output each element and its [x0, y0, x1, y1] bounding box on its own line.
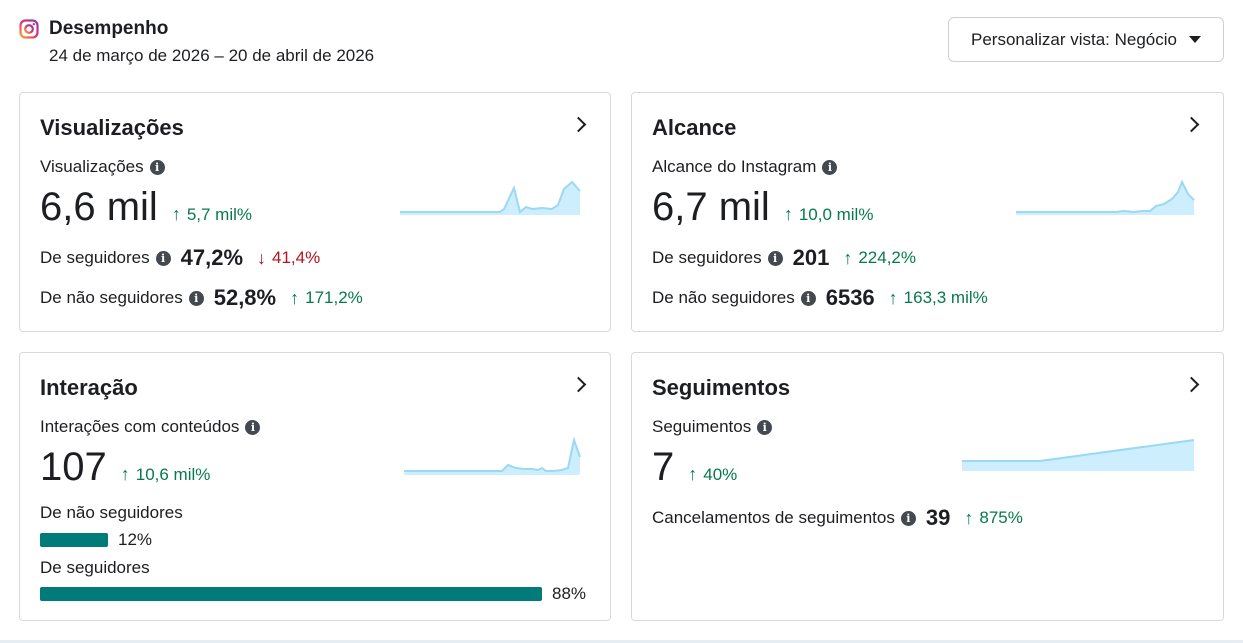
metric-label: Visualizações i	[40, 157, 165, 177]
arrow-up-icon: ↑	[783, 204, 793, 224]
arrow-up-icon: ↑	[888, 287, 898, 308]
row-value: 47,2%	[180, 245, 244, 270]
info-icon[interactable]: i	[822, 159, 838, 175]
row-delta-text: 875%	[979, 508, 1023, 527]
metric-delta-text: 10,0 mil%	[798, 204, 874, 224]
unfollows-row: Cancelamentos de seguimentos i 39 ↑ 875%	[652, 505, 1023, 531]
arrow-up-icon: ↑	[290, 287, 300, 308]
followers-row: De seguidores i 201 ↑ 224,2%	[652, 245, 916, 271]
row-value: 39	[925, 505, 951, 530]
bar-label: De seguidores	[40, 558, 150, 577]
arrow-up-icon: ↑	[843, 247, 853, 268]
card-title: Alcance	[652, 115, 737, 140]
row-delta: ↑ 224,2%	[843, 248, 916, 269]
info-icon[interactable]: i	[149, 159, 165, 175]
metric-label-text: Alcance do Instagram	[652, 157, 817, 176]
row-label: Cancelamentos de seguimentos	[652, 508, 895, 527]
metric-delta: ↑ 10,6 mil%	[121, 464, 211, 485]
info-icon[interactable]: i	[800, 290, 816, 306]
row-delta-text: 163,3 mil%	[903, 288, 988, 307]
card-title: Seguimentos	[652, 375, 791, 400]
non-followers-bar	[40, 533, 108, 547]
row-value: 201	[792, 245, 830, 270]
metric-delta-text: 40%	[703, 464, 738, 484]
arrow-down-icon: ↓	[257, 247, 267, 268]
views-card[interactable]: Visualizações Visualizações i 6,6 mil ↑ 5…	[19, 92, 611, 332]
arrow-up-icon: ↑	[964, 507, 974, 528]
bar-label: De não seguidores	[40, 503, 183, 522]
interaction-sparkline	[404, 437, 581, 475]
followers-bar-row: 88%	[40, 584, 586, 604]
metric-value: 107	[40, 445, 107, 489]
metric-label-text: Interações com conteúdos	[40, 417, 240, 436]
info-icon[interactable]: i	[900, 510, 916, 526]
row-delta-text: 171,2%	[305, 288, 363, 307]
views-sparkline	[400, 180, 581, 215]
page-header: Desempenho 24 de março de 2026 – 20 de a…	[19, 18, 374, 66]
followers-bar	[40, 587, 542, 601]
chevron-right-icon[interactable]	[1183, 376, 1200, 393]
info-icon[interactable]: i	[245, 419, 261, 435]
row-delta-text: 224,2%	[858, 248, 917, 267]
reach-sparkline	[1016, 179, 1195, 215]
info-icon[interactable]: i	[767, 250, 783, 266]
metric-value: 6,6 mil	[40, 185, 158, 229]
metric-value-row: 6,6 mil ↑ 5,7 mil%	[40, 185, 252, 230]
metric-value-row: 7 ↑ 40%	[652, 445, 737, 490]
non-followers-row: De não seguidores i 52,8% ↑ 171,2%	[40, 285, 363, 311]
follows-sparkline	[962, 439, 1195, 471]
arrow-up-icon: ↑	[120, 464, 130, 484]
interaction-card[interactable]: Interação Interações com conteúdos i 107…	[19, 352, 611, 621]
date-range: 24 de março de 2026 – 20 de abril de 202…	[49, 46, 375, 65]
metric-label: Alcance do Instagram i	[652, 157, 838, 177]
info-icon[interactable]: i	[757, 419, 773, 435]
chevron-right-icon[interactable]	[570, 376, 587, 393]
metric-delta: ↑ 5,7 mil%	[172, 204, 252, 225]
metric-value-row: 6,7 mil ↑ 10,0 mil%	[652, 185, 873, 230]
metric-label: Interações com conteúdos i	[40, 417, 261, 437]
metric-label: Seguimentos i	[652, 417, 773, 437]
arrow-up-icon: ↑	[688, 464, 698, 484]
card-title: Visualizações	[40, 115, 184, 140]
chevron-right-icon[interactable]	[570, 116, 587, 133]
metric-label-text: Seguimentos	[652, 417, 752, 436]
non-followers-bar-row: 12%	[40, 530, 152, 550]
metric-delta-text: 5,7 mil%	[186, 204, 252, 224]
row-label: De não seguidores	[40, 288, 183, 307]
arrow-up-icon: ↑	[171, 204, 181, 224]
info-icon[interactable]: i	[155, 250, 171, 266]
reach-card[interactable]: Alcance Alcance do Instagram i 6,7 mil ↑…	[631, 92, 1224, 332]
chevron-right-icon[interactable]	[1183, 116, 1200, 133]
page-title: Desempenho	[49, 18, 169, 39]
customize-view-label: Personalizar vista: Negócio	[971, 29, 1177, 49]
caret-down-icon	[1188, 36, 1201, 43]
row-label: De seguidores	[652, 248, 762, 267]
follows-card[interactable]: Seguimentos Seguimentos i 7 ↑ 40% Cancela…	[631, 352, 1224, 621]
row-delta: ↓ 41,4%	[257, 248, 320, 269]
customize-view-dropdown[interactable]: Personalizar vista: Negócio	[948, 17, 1224, 62]
instagram-icon	[19, 19, 39, 39]
metric-label-text: Visualizações	[40, 157, 144, 176]
row-delta-text: 41,4%	[272, 248, 321, 267]
metric-delta: ↑ 10,0 mil%	[784, 204, 874, 225]
row-delta: ↑ 875%	[964, 508, 1022, 529]
row-delta: ↑ 163,3 mil%	[889, 288, 988, 309]
row-label: De seguidores	[40, 248, 150, 267]
bar-percent: 12%	[118, 530, 153, 549]
metric-value: 7	[652, 445, 675, 489]
non-followers-row: De não seguidores i 6536 ↑ 163,3 mil%	[652, 285, 988, 311]
followers-row: De seguidores i 47,2% ↓ 41,4%	[40, 245, 320, 271]
metric-value-row: 107 ↑ 10,6 mil%	[40, 445, 210, 490]
row-value: 52,8%	[213, 285, 277, 310]
row-label: De não seguidores	[652, 288, 795, 307]
metric-delta-text: 10,6 mil%	[135, 464, 211, 484]
row-delta: ↑ 171,2%	[290, 288, 363, 309]
metric-delta: ↑ 40%	[688, 464, 737, 485]
info-icon[interactable]: i	[188, 290, 204, 306]
bar-percent: 88%	[552, 584, 587, 603]
card-title: Interação	[40, 375, 138, 400]
metric-value: 6,7 mil	[652, 185, 770, 229]
bottom-divider	[0, 640, 1243, 643]
row-value: 6536	[825, 285, 875, 310]
